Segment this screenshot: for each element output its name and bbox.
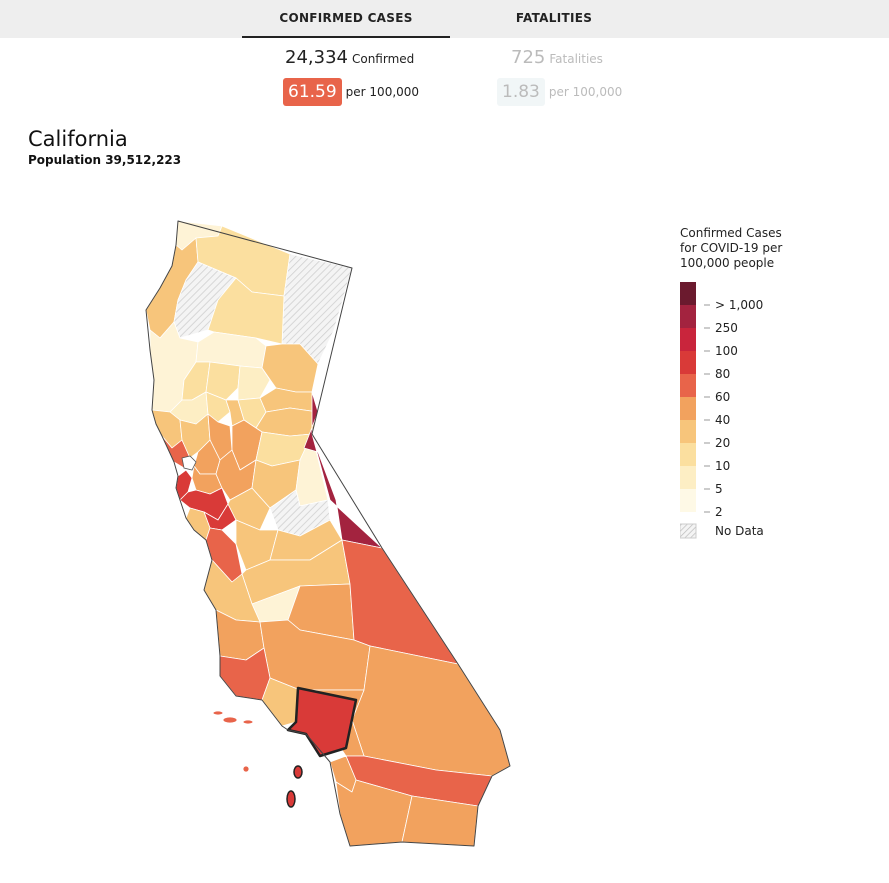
legend-no-data-swatch (680, 523, 697, 539)
confirmed-label: Confirmed (351, 52, 415, 66)
legend-swatch (680, 282, 696, 305)
fatalities-count-row: 725 Fatalities (511, 47, 603, 68)
state-outline (145, 220, 511, 847)
legend-label: 250 (715, 321, 738, 335)
map-legend: Confirmed Cases for COVID-19 per 100,000… (680, 226, 830, 539)
legend-label: 40 (715, 413, 730, 427)
confirmed-count: 24,334 (285, 47, 348, 68)
bay-water (181, 455, 197, 471)
legend-label: 80 (715, 367, 730, 381)
county-region[interactable] (261, 677, 301, 727)
legend-swatch (680, 305, 696, 328)
legend-label: 10 (715, 459, 730, 473)
legend-swatch (680, 351, 696, 374)
legend-swatch (680, 466, 696, 489)
california-county-map (145, 220, 511, 847)
island (212, 710, 224, 716)
county-region-selected[interactable] (286, 686, 358, 758)
legend-title-line: Confirmed Cases (680, 226, 782, 240)
legend-swatch (680, 489, 696, 512)
island (286, 790, 296, 808)
legend-swatch (680, 443, 696, 466)
island (222, 716, 238, 724)
island (293, 765, 303, 779)
county-region[interactable] (303, 391, 383, 549)
legend-label: 100 (715, 344, 738, 358)
county-region[interactable] (351, 645, 511, 777)
tab-bar: CONFIRMED CASES FATALITIES (0, 0, 889, 38)
tab-confirmed-cases[interactable]: CONFIRMED CASES (242, 0, 450, 38)
legend-title-line: 100,000 people (680, 256, 775, 270)
fatalities-label: Fatalities (549, 52, 603, 66)
confirmed-count-row: 24,334 Confirmed (285, 47, 414, 68)
fatalities-rate-row: 1.83 per 100,000 (497, 78, 622, 106)
confirmed-rate-row: 61.59 per 100,000 (283, 78, 419, 106)
region-title: California (28, 127, 128, 151)
island (242, 719, 254, 725)
legend-swatch (680, 328, 696, 351)
legend-label: 20 (715, 436, 730, 450)
legend-label: > 1,000 (715, 298, 763, 312)
fatalities-count: 725 (511, 47, 546, 68)
fatalities-rate-badge: 1.83 (497, 78, 545, 106)
legend-label: 2 (715, 505, 723, 519)
tab-fatalities[interactable]: FATALITIES (515, 11, 593, 25)
county-region[interactable] (205, 391, 231, 423)
confirmed-rate-badge: 61.59 (283, 78, 342, 106)
legend-no-data-label: No Data (715, 524, 764, 538)
legend-scale: > 1,000 250 100 80 60 40 20 10 5 2 No Data (680, 282, 764, 539)
county-region[interactable] (205, 361, 241, 401)
legend-title-line: for COVID-19 per (680, 241, 783, 255)
confirmed-rate-label: per 100,000 (345, 85, 420, 99)
region-population: Population 39,512,223 (28, 153, 182, 167)
fatalities-rate-label: per 100,000 (548, 85, 623, 99)
legend-label: 5 (715, 482, 723, 496)
legend-swatch (680, 374, 696, 397)
legend-swatch (680, 397, 696, 420)
legend-label: 60 (715, 390, 730, 404)
legend-swatch (680, 420, 696, 443)
island (242, 765, 250, 773)
